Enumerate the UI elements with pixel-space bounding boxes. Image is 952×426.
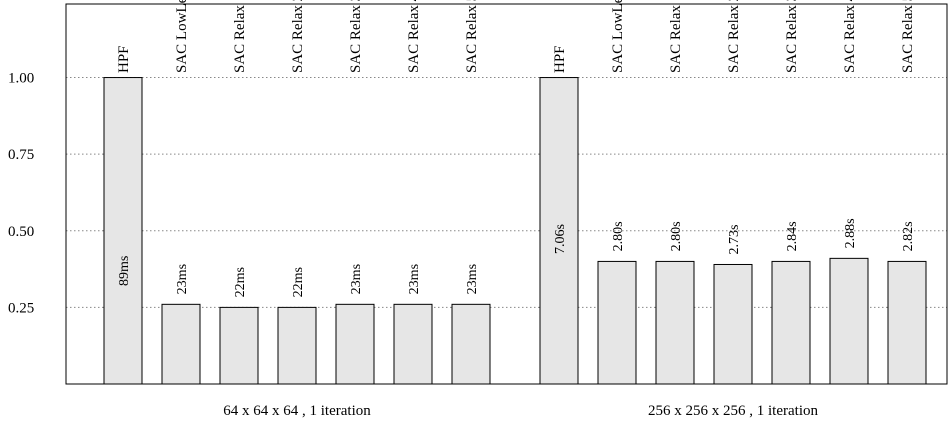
bar-name-label: HPF	[552, 45, 568, 73]
gridlines	[66, 77, 947, 308]
bar-time-label: 22ms	[233, 267, 248, 297]
bar	[451, 303, 491, 385]
bar-name-label: SAC LowLevel	[174, 0, 190, 73]
bar-time-label: 23ms	[175, 264, 190, 294]
bar	[771, 260, 811, 385]
bar-time-label: 22ms	[291, 267, 306, 297]
bar	[713, 263, 753, 385]
group-label: 64 x 64 x 64 , 1 iteration	[223, 403, 371, 419]
bar-name-label: SAC Relax 2	[290, 0, 306, 73]
bar-name-label: SAC Relax 3	[784, 0, 800, 73]
y-tick-label: 0.25	[8, 300, 34, 316]
bar-time-label: 7.06s	[553, 224, 568, 254]
bar	[393, 303, 433, 385]
y-tick-label: 0.50	[8, 224, 34, 240]
bar-name-label: SAC Relax 4	[406, 0, 422, 73]
bar-name-label: SAC Relax 2	[726, 0, 742, 73]
bar-name-label: SAC Relax 1	[668, 0, 684, 73]
bar-name-label: SAC Relax 4	[842, 0, 858, 73]
bar	[829, 257, 869, 385]
bar-name-label: SAC Relax 3	[348, 0, 364, 73]
bar-name-label: HPF	[116, 45, 132, 73]
bar-time-label: 23ms	[407, 264, 422, 294]
bar-time-label: 2.82s	[901, 221, 916, 251]
bar-time-label: 89ms	[117, 256, 132, 286]
bar	[277, 306, 317, 385]
bar-labels: HPF 89ms SAC LowLevel 23ms SAC Relax 1 22ms SA…	[116, 0, 916, 419]
bar	[219, 306, 259, 385]
group-label: 256 x 256 x 256 , 1 iteration	[648, 403, 818, 419]
bar-time-label: 2.80s	[611, 221, 626, 251]
bar-time-label: 23ms	[349, 264, 364, 294]
bar	[335, 303, 375, 385]
bar	[161, 303, 201, 385]
bar	[887, 260, 927, 385]
y-tick-label: 1.00	[8, 71, 34, 87]
bar-time-label: 2.73s	[727, 225, 742, 255]
bar-time-label: 2.80s	[669, 221, 684, 251]
bar	[655, 260, 695, 385]
y-tick-label: 0.75	[8, 147, 34, 163]
bar-time-label: 2.84s	[785, 221, 800, 251]
y-axis-ticks: 0.25 0.50 0.75 1.00	[8, 71, 34, 317]
bar	[539, 77, 579, 385]
plot-frame	[65, 3, 948, 385]
bar-name-label: SAC Relax 1	[232, 0, 248, 73]
bar-name-label: SAC Relax 5	[464, 0, 480, 73]
bar-time-label: 23ms	[465, 264, 480, 294]
bar-time-label: 2.88s	[843, 218, 858, 248]
bar-name-label: SAC LowLevel	[610, 0, 626, 73]
bar	[597, 260, 637, 385]
bar	[103, 77, 143, 385]
bar-name-label: SAC Relax 5	[900, 0, 916, 73]
